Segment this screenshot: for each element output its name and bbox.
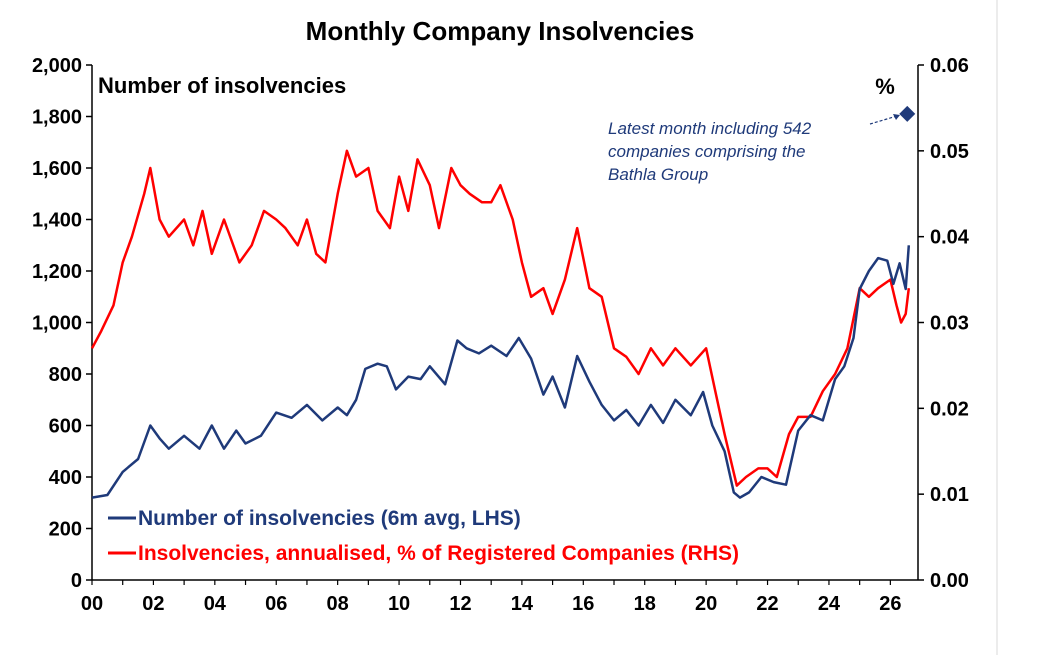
annotation-line-3: Bathla Group <box>608 165 708 184</box>
x-tick-label: 16 <box>572 593 594 615</box>
left-tick-label: 1,400 <box>32 210 82 232</box>
axes: 02004006008001,0001,2001,4001,6001,8002,… <box>32 55 970 615</box>
left-tick-label: 1,800 <box>32 107 82 129</box>
x-tick-label: 14 <box>511 593 534 615</box>
left-tick-label: 1,000 <box>32 313 82 335</box>
x-tick-label: 24 <box>818 593 841 615</box>
x-tick-label: 18 <box>634 593 656 615</box>
left-tick-label: 1,200 <box>32 261 82 283</box>
right-tick-label: 0.04 <box>930 227 970 249</box>
legend-label-annualised: Insolvencies, annualised, % of Registere… <box>138 542 739 565</box>
series-line-annualised <box>90 149 911 487</box>
x-tick-label: 00 <box>81 593 103 615</box>
x-tick-label: 10 <box>388 593 410 615</box>
series-layer <box>90 149 911 499</box>
left-tick-label: 2,000 <box>32 55 82 77</box>
right-tick-label: 0.02 <box>930 398 969 420</box>
left-axis-label: Number of insolvencies <box>98 73 346 98</box>
left-tick-label: 400 <box>49 467 82 489</box>
x-tick-label: 26 <box>879 593 901 615</box>
right-axis-label: % <box>875 74 895 99</box>
right-tick-label: 0.03 <box>930 313 969 335</box>
legend-label-insolvencies: Number of insolvencies (6m avg, LHS) <box>138 507 521 530</box>
annotation-arrowhead <box>893 114 900 120</box>
left-tick-label: 1,600 <box>32 158 82 180</box>
annotation-line-1: Latest month including 542 <box>608 119 812 138</box>
annotation-line-2: companies comprising the <box>608 142 805 161</box>
annotation: Latest month including 542 companies com… <box>608 105 916 184</box>
left-tick-label: 200 <box>49 519 82 541</box>
annotation-diamond-marker <box>899 105 916 122</box>
legend: Number of insolvencies (6m avg, LHS) Ins… <box>108 507 739 565</box>
left-tick-label: 0 <box>71 570 82 592</box>
annotation-leader <box>869 115 898 125</box>
series-line-insolvencies <box>91 245 911 499</box>
x-tick-label: 12 <box>449 593 471 615</box>
left-tick-label: 600 <box>49 416 82 438</box>
x-tick-label: 06 <box>265 593 287 615</box>
x-tick-label: 20 <box>695 593 717 615</box>
x-tick-label: 22 <box>756 593 778 615</box>
x-tick-label: 02 <box>142 593 164 615</box>
right-tick-label: 0.01 <box>930 484 969 506</box>
left-tick-label: 800 <box>49 364 82 386</box>
right-tick-label: 0.06 <box>930 55 969 77</box>
right-tick-label: 0.05 <box>930 141 969 163</box>
x-tick-label: 04 <box>204 593 227 615</box>
chart-title: Monthly Company Insolvencies <box>306 16 695 46</box>
x-tick-label: 08 <box>327 593 349 615</box>
right-tick-label: 0.00 <box>930 570 969 592</box>
